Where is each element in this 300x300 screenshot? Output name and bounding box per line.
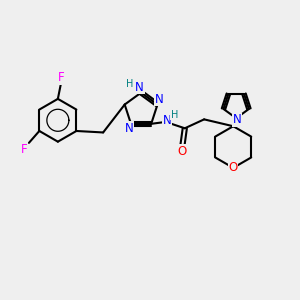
- Text: H: H: [171, 110, 178, 120]
- Text: N: N: [135, 81, 144, 94]
- Text: O: O: [178, 145, 187, 158]
- Text: N: N: [232, 113, 241, 126]
- Text: N: N: [154, 93, 163, 106]
- Text: F: F: [58, 71, 65, 84]
- Text: N: N: [163, 114, 171, 127]
- Text: H: H: [126, 79, 134, 89]
- Text: O: O: [229, 161, 238, 174]
- Text: F: F: [21, 143, 27, 156]
- Text: N: N: [125, 122, 134, 135]
